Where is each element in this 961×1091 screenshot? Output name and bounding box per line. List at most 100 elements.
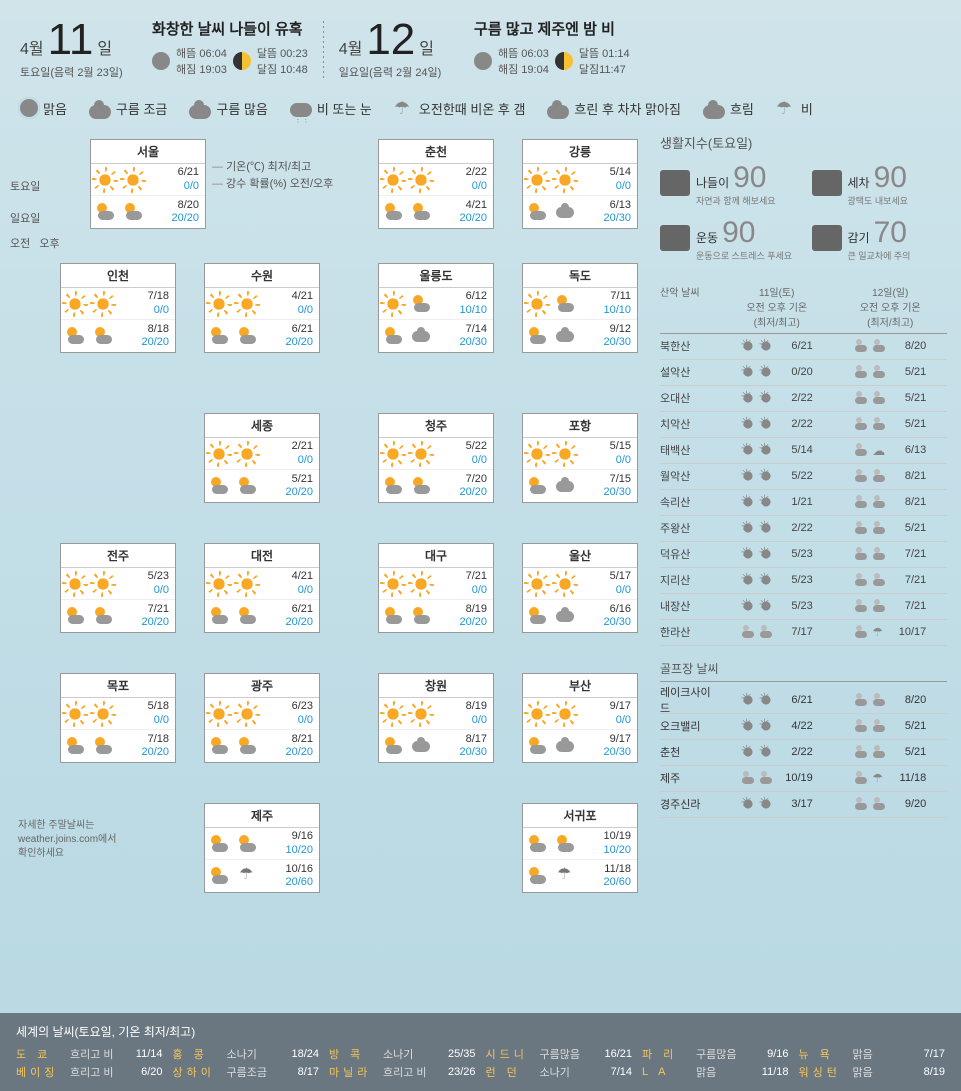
weather-icon <box>93 326 113 346</box>
mountain-name: 속리산 <box>660 494 720 510</box>
weather-icon <box>759 547 773 561</box>
weather-icon <box>741 547 755 561</box>
temp: 3/17 <box>777 798 813 810</box>
mountain-title: 산악 날씨 <box>660 284 720 329</box>
world-city: 홍 콩 <box>173 1046 221 1062</box>
weather-icon <box>741 771 755 785</box>
weather-icon <box>411 476 431 496</box>
weather-icon <box>65 294 85 314</box>
weather-icon <box>854 547 868 561</box>
prec: 20/30 <box>579 212 631 225</box>
temp: 5/21 <box>890 392 926 404</box>
weather-icon <box>383 606 403 626</box>
headline-day1: 화창한 날씨 나들이 유혹 <box>152 18 308 39</box>
weather-icon <box>872 443 886 457</box>
table-row: 지리산 5/23 7/21 <box>660 568 947 594</box>
mountain-name: 오대산 <box>660 390 720 406</box>
city-card-춘천: 춘천 2/220/0 4/2120/20 <box>378 139 494 229</box>
world-city: 뉴 욕 <box>799 1046 847 1062</box>
weather-icon <box>383 444 403 464</box>
prec: 20/20 <box>117 746 169 759</box>
weather-icon <box>872 771 886 785</box>
temp: 5/23 <box>117 570 169 583</box>
life-item: 운동90운동으로 스트레스 푸세요 <box>660 215 796 262</box>
temp: 8/18 <box>117 323 169 336</box>
sidebar: 생활지수(토요일) 나들이90자연과 함께 해보세요세차90광택도 내보세요운동… <box>652 133 947 953</box>
weather-icon <box>527 704 547 724</box>
weather-icon <box>854 339 868 353</box>
world-item: 시드니구름많음16/21 <box>486 1046 633 1062</box>
weather-icon <box>209 444 229 464</box>
temp: 11/18 <box>579 863 631 876</box>
date-sub: 일요일(음력 2월 24일) <box>339 64 454 80</box>
world-item: L A맑음11/18 <box>642 1064 789 1080</box>
prec: 20/30 <box>435 336 487 349</box>
temp: 2/21 <box>261 440 313 453</box>
table-row: 오대산 2/22 5/21 <box>660 386 947 412</box>
weather-icon <box>383 170 403 190</box>
world-temp: 7/17 <box>924 1048 945 1060</box>
temp: 7/11 <box>579 290 631 303</box>
prec: 0/0 <box>117 304 169 317</box>
life-sub: 운동으로 스트레스 푸세요 <box>696 251 792 262</box>
world-city: 시드니 <box>486 1046 534 1062</box>
prec: 20/20 <box>261 746 313 759</box>
weather-icon <box>854 625 868 639</box>
city-name: 대전 <box>205 544 319 568</box>
table-row: 오크밸리 4/22 5/21 <box>660 714 947 740</box>
weather-icon <box>854 391 868 405</box>
weather-icon <box>741 599 755 613</box>
table-row: 설악산 0/20 5/21 <box>660 360 947 386</box>
temp: 8/19 <box>435 700 487 713</box>
prec: 0/0 <box>579 180 631 193</box>
weather-icon <box>759 521 773 535</box>
mountain-name: 한라산 <box>660 624 720 640</box>
weather-icon <box>555 476 575 496</box>
legend-label: 비 <box>801 99 813 118</box>
sun-label: 일요일 <box>10 203 60 235</box>
world-item: 워싱턴맑음8/19 <box>799 1064 946 1080</box>
world-cond: 흐리고 비 <box>70 1064 135 1080</box>
prec: 0/0 <box>435 584 487 597</box>
mountain-name: 덕유산 <box>660 546 720 562</box>
temp: 5/14 <box>579 166 631 179</box>
weather-icon <box>209 704 229 724</box>
weather-icon <box>209 326 229 346</box>
weather-icon <box>209 736 229 756</box>
weather-icon <box>237 294 257 314</box>
table-row: 덕유산 5/23 7/21 <box>660 542 947 568</box>
headline-day2: 구름 많고 제주엔 밤 비 <box>474 18 630 39</box>
day-number: 12 <box>366 18 415 62</box>
temp: 2/22 <box>777 418 813 430</box>
weather-icon <box>872 547 886 561</box>
weather-icon <box>741 745 755 759</box>
prec: 0/0 <box>147 180 199 193</box>
weather-icon <box>759 417 773 431</box>
city-name: 광주 <box>205 674 319 698</box>
city-card-제주: 제주 9/1610/20 10/1620/60 <box>204 803 320 893</box>
table-row: 한라산 7/17 10/17 <box>660 620 947 646</box>
world-cond: 맑음 <box>853 1064 918 1080</box>
weather-icon <box>872 625 886 639</box>
weather-icon <box>854 495 868 509</box>
temp: 9/12 <box>579 323 631 336</box>
weather-icon <box>854 573 868 587</box>
mountain-table: 산악 날씨 11일(토)오전 오후 기온(최저/최고) 12일(일)오전 오후 … <box>660 280 947 646</box>
world-item: 홍 콩소나기18/24 <box>173 1046 320 1062</box>
weather-icon <box>383 326 403 346</box>
city-name: 포항 <box>523 414 637 438</box>
temp: 6/16 <box>579 603 631 616</box>
sat-label: 토요일 <box>10 171 60 203</box>
temp: 5/22 <box>777 470 813 482</box>
legend-arrows: 기온(℃) 최저/최고 강수 확률(%) 오전/오후 <box>212 159 333 192</box>
date-day1: 4월 11 일 <box>20 18 112 62</box>
weather-icon <box>741 417 755 431</box>
city-name: 전주 <box>61 544 175 568</box>
weather-icon <box>527 574 547 594</box>
world-temp: 23/26 <box>448 1066 476 1078</box>
world-cond: 맑음 <box>853 1046 918 1062</box>
city-name: 세종 <box>205 414 319 438</box>
city-card-광주: 광주 6/230/0 8/2120/20 <box>204 673 320 763</box>
prec: 20/60 <box>579 876 631 889</box>
legend-label: 오전한때 비온 후 갬 <box>419 99 526 118</box>
